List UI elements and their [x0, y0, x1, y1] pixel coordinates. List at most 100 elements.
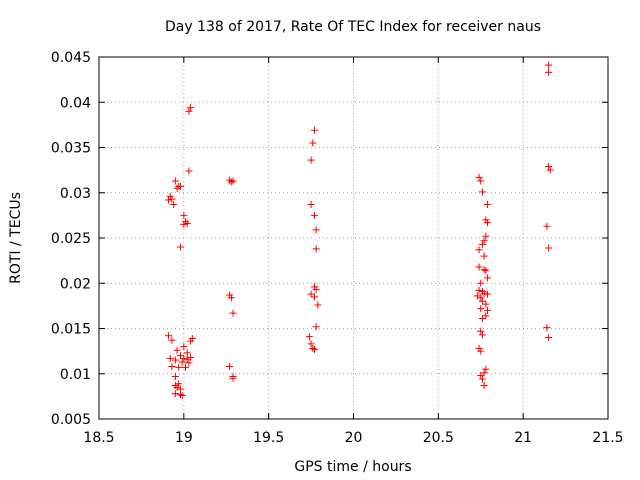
data-point	[475, 286, 483, 294]
data-point	[310, 211, 318, 219]
data-point	[307, 201, 315, 209]
data-point	[180, 211, 188, 219]
data-point	[185, 359, 193, 367]
data-point	[180, 343, 188, 351]
grid-lines	[99, 57, 608, 419]
data-point	[183, 355, 191, 363]
data-point	[229, 177, 237, 185]
y-tick-label: 0.02	[60, 276, 91, 292]
data-point	[168, 336, 176, 344]
data-point	[168, 195, 176, 203]
data-point	[183, 220, 191, 228]
data-point	[312, 286, 320, 294]
data-point	[478, 188, 486, 196]
data-point	[312, 323, 320, 331]
data-points	[165, 61, 554, 399]
data-point	[185, 107, 193, 115]
data-point	[171, 390, 179, 398]
data-point	[176, 243, 184, 251]
x-tick-label: 20	[345, 430, 363, 446]
data-point	[187, 353, 195, 361]
data-point	[171, 177, 179, 185]
data-point	[480, 252, 488, 260]
data-point	[187, 104, 195, 112]
data-point	[478, 331, 486, 339]
data-point	[314, 301, 322, 309]
data-point	[477, 327, 485, 335]
data-point	[312, 245, 320, 253]
data-point	[227, 294, 235, 302]
data-point	[480, 289, 488, 297]
x-tick-label: 20.5	[423, 430, 454, 446]
data-point	[475, 263, 483, 271]
data-point	[229, 309, 237, 317]
data-point	[475, 173, 483, 181]
data-point	[185, 167, 193, 175]
data-point	[482, 267, 490, 275]
y-tick-label: 0.035	[51, 141, 91, 157]
data-point	[543, 222, 551, 230]
data-point	[310, 293, 318, 301]
data-point	[168, 363, 176, 371]
data-point	[545, 244, 553, 252]
data-point	[484, 201, 492, 209]
data-point	[477, 305, 485, 313]
data-point	[480, 382, 488, 390]
x-tick-label: 19.5	[253, 430, 284, 446]
data-point	[545, 334, 553, 342]
plot-frame	[98, 56, 609, 420]
data-point	[176, 182, 184, 190]
y-tick-label: 0.005	[51, 412, 91, 428]
data-point	[482, 300, 490, 308]
y-tick-label: 0.015	[51, 322, 91, 338]
data-point	[171, 356, 179, 364]
data-point	[309, 139, 317, 147]
data-point	[171, 382, 179, 390]
data-point	[478, 240, 486, 248]
data-point	[477, 347, 485, 355]
data-point	[484, 306, 492, 314]
data-point	[166, 354, 174, 362]
data-point	[180, 220, 188, 228]
data-point	[543, 324, 551, 332]
x-tick-label: 18.5	[83, 430, 114, 446]
data-point	[480, 266, 488, 274]
data-point	[165, 196, 173, 204]
data-point	[180, 354, 188, 362]
data-point	[475, 246, 483, 254]
data-point	[175, 380, 183, 388]
data-point	[545, 61, 553, 69]
data-point	[478, 375, 486, 383]
data-point	[227, 178, 235, 186]
data-point	[477, 372, 485, 380]
data-point	[478, 287, 486, 295]
data-point	[176, 391, 184, 399]
data-point	[226, 363, 234, 371]
y-tick-label: 0.04	[60, 95, 91, 111]
data-point	[484, 290, 492, 298]
data-point	[182, 363, 190, 371]
y-tick-label: 0.01	[60, 367, 91, 383]
x-axis-label: GPS time / hours	[294, 459, 411, 475]
data-point	[309, 344, 317, 352]
y-tick-label: 0.025	[51, 231, 91, 247]
y-tick-label: 0.045	[51, 50, 91, 66]
data-point	[305, 333, 313, 341]
x-tick-label: 21	[514, 430, 532, 446]
data-point	[473, 292, 481, 300]
data-point	[178, 391, 186, 399]
data-point	[477, 294, 485, 302]
data-point	[183, 349, 191, 357]
data-point	[545, 163, 553, 171]
data-point	[178, 358, 186, 366]
data-point	[546, 166, 554, 174]
x-tick-labels: 18.5 19 19.5 20 20.5 21 21.5	[83, 430, 623, 446]
data-point	[170, 201, 178, 209]
data-point	[307, 340, 315, 348]
data-point	[165, 332, 173, 340]
data-point	[310, 126, 318, 134]
y-axis-label: ROTI / TECUs	[8, 192, 24, 284]
x-tick-label: 19	[175, 430, 193, 446]
data-point	[226, 176, 234, 184]
